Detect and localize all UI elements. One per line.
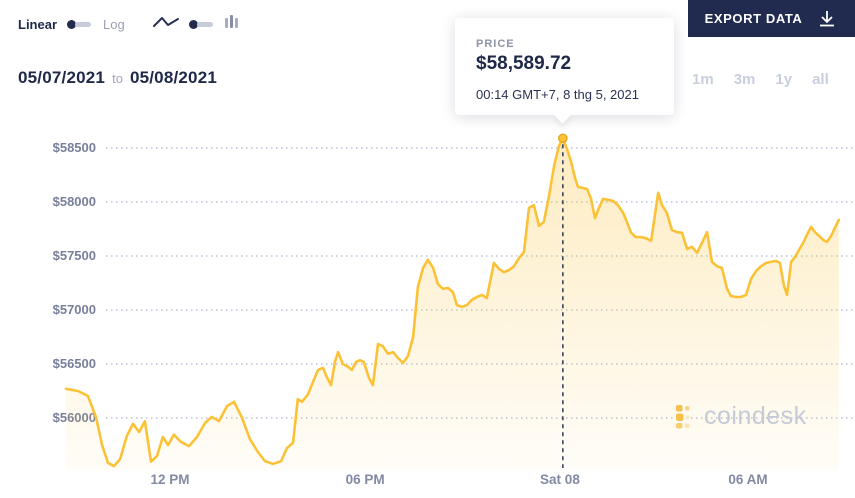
price-area-fill [66, 138, 839, 471]
toggle-knob-icon [67, 19, 77, 29]
linear-scale-label[interactable]: Linear [18, 16, 58, 32]
range-button-all[interactable]: all [812, 71, 829, 88]
y-axis-label: $57000 [52, 302, 96, 317]
y-axis-label: $56500 [52, 356, 96, 371]
y-gridline [106, 147, 855, 149]
time-range-buttons: 1m 3m 1y all [692, 71, 829, 88]
price-line[interactable] [64, 137, 841, 468]
x-axis-label: 06 PM [345, 472, 385, 487]
y-gridline [106, 255, 855, 257]
toggle-track [75, 22, 92, 27]
toggle-knob-icon [188, 19, 198, 29]
line-chart-icon[interactable] [152, 14, 179, 35]
x-axis-label: 06 AM [728, 472, 768, 487]
range-button-1y[interactable]: 1y [775, 71, 793, 88]
coindesk-wordmark: coindesk [704, 402, 807, 430]
price-tooltip: PRICE $58,589.72 00:14 GMT+7, 8 thg 5, 2… [455, 18, 674, 124]
range-button-3m[interactable]: 3m [733, 71, 756, 88]
bar-chart-icon[interactable] [224, 14, 241, 35]
scale-toggle[interactable] [67, 19, 93, 29]
tooltip-label: PRICE [476, 38, 515, 50]
y-axis-label: $57500 [52, 248, 96, 263]
end-date[interactable]: 05/08/2021 [129, 68, 218, 87]
tooltip-timestamp: 00:14 GMT+7, 8 thg 5, 2021 [476, 87, 639, 102]
chart-controls: Linear Log [18, 14, 241, 34]
download-icon [820, 10, 835, 26]
range-button-1m[interactable]: 1m [692, 71, 714, 88]
x-axis-label: 12 PM [150, 472, 190, 487]
coindesk-watermark: coindesk [676, 402, 807, 431]
toggle-track [196, 22, 213, 27]
log-scale-label[interactable]: Log [103, 16, 125, 32]
export-data-button[interactable]: EXPORT DATA [688, 0, 855, 37]
coindesk-logo-icon [676, 404, 690, 428]
start-date[interactable]: 05/07/2021 [18, 68, 106, 87]
peak-marker[interactable] [558, 133, 568, 144]
export-data-label: EXPORT DATA [704, 11, 803, 26]
date-range-separator: to [112, 71, 123, 86]
y-axis-label: $58000 [52, 194, 96, 209]
date-range: 05/07/2021 to 05/08/2021 [18, 68, 217, 88]
y-axis-label: $58500 [52, 140, 96, 155]
tooltip-price-value: $58,589.72 [476, 53, 572, 74]
y-gridline [106, 201, 855, 203]
x-axis-label: Sat 08 [540, 472, 580, 487]
chart-type-toggle[interactable] [188, 19, 215, 29]
